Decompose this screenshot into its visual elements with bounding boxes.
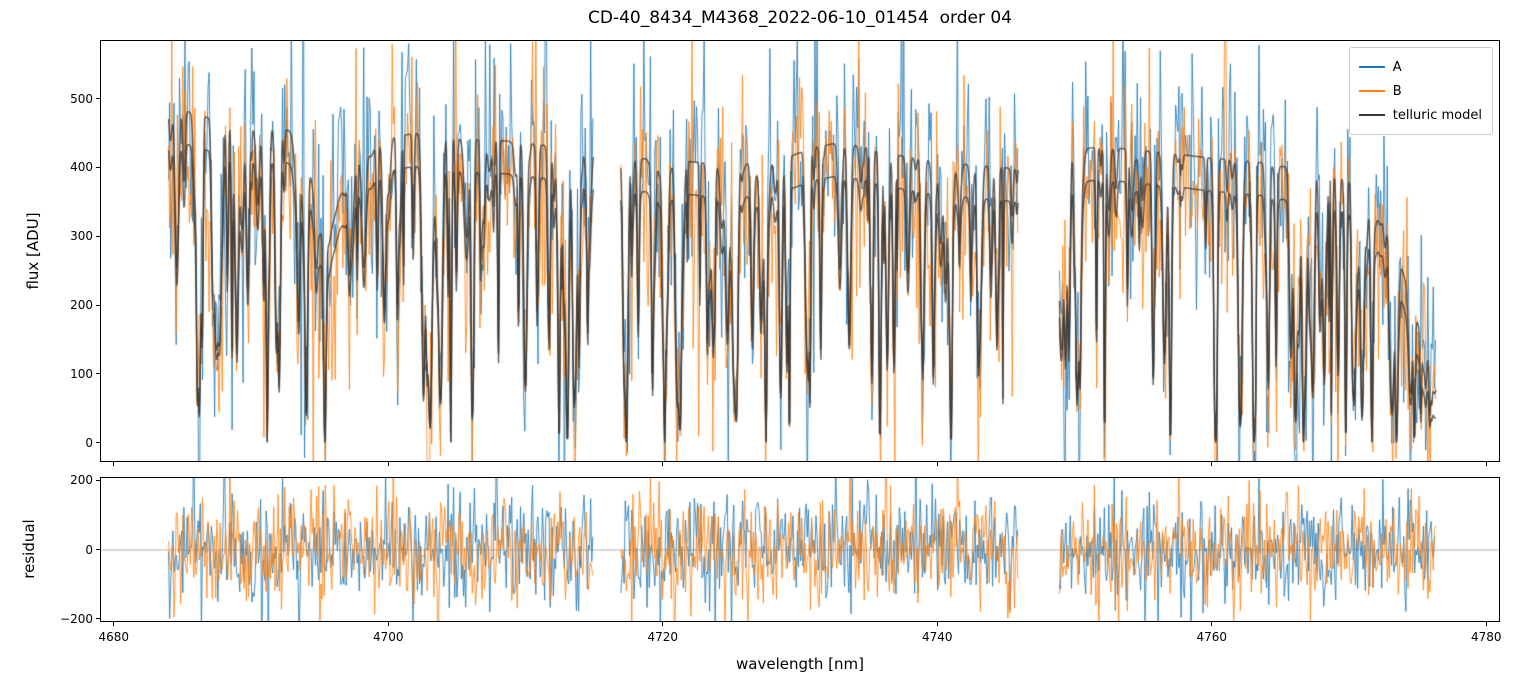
x-axis-label: wavelength [nm] bbox=[736, 655, 864, 673]
y-tick-label: 400 bbox=[70, 160, 93, 175]
series-a-line-sample bbox=[1358, 66, 1385, 68]
y-tick-mark bbox=[96, 618, 100, 620]
series-b-line-sample bbox=[1358, 90, 1385, 92]
legend-label-a: A bbox=[1392, 59, 1402, 75]
y-tick-label: 200 bbox=[70, 298, 93, 313]
x-tick-label: 4780 bbox=[1470, 630, 1502, 644]
x-tick-label: 4740 bbox=[921, 630, 953, 644]
x-tick-mark bbox=[387, 622, 389, 626]
y-tick-label: 200 bbox=[70, 473, 93, 488]
legend-item-b: B bbox=[1358, 79, 1482, 103]
y-tick-label: 0 bbox=[85, 435, 93, 450]
x-tick-label: 4760 bbox=[1196, 630, 1228, 644]
x-tick-mark bbox=[113, 622, 115, 626]
x-tick-mark bbox=[1485, 622, 1487, 626]
x-tick-label: 4700 bbox=[372, 630, 404, 644]
y-tick-mark bbox=[96, 98, 100, 99]
legend-label-telluric: telluric model bbox=[1392, 107, 1482, 123]
y-tick-mark bbox=[96, 235, 100, 237]
y-tick-label: −200 bbox=[60, 611, 93, 626]
legend-label-b: B bbox=[1392, 83, 1402, 99]
x-tick-mark bbox=[662, 462, 664, 466]
x-tick-mark bbox=[936, 622, 938, 626]
x-tick-mark bbox=[1211, 462, 1213, 466]
residual-panel bbox=[100, 477, 1500, 622]
x-tick-mark bbox=[387, 462, 389, 466]
x-tick-mark bbox=[662, 622, 664, 626]
y-tick-mark bbox=[96, 549, 100, 550]
residual-axis-label: residual bbox=[20, 519, 38, 579]
x-tick-label: 4680 bbox=[98, 630, 129, 644]
y-tick-mark bbox=[96, 304, 100, 306]
legend: A B telluric model bbox=[1348, 47, 1493, 135]
y-tick-mark bbox=[96, 442, 100, 444]
x-tick-mark bbox=[1211, 622, 1213, 626]
flux-plot-canvas bbox=[101, 41, 1499, 461]
y-tick-mark bbox=[96, 373, 100, 375]
residual-plot-canvas bbox=[101, 478, 1499, 621]
telluric-model-line-sample bbox=[1358, 114, 1385, 116]
x-tick-mark bbox=[113, 462, 115, 466]
x-tick-mark bbox=[1485, 462, 1487, 466]
y-tick-label: 100 bbox=[70, 366, 93, 381]
y-tick-mark bbox=[96, 166, 100, 168]
legend-item-a: A bbox=[1358, 55, 1482, 79]
chart-title: CD-40_8434_M4368_2022-06-10_01454 order … bbox=[588, 8, 1012, 28]
y-tick-mark bbox=[96, 479, 100, 481]
flux-panel bbox=[100, 40, 1500, 462]
y-tick-label: 500 bbox=[70, 91, 93, 106]
x-tick-mark bbox=[936, 462, 938, 466]
legend-item-telluric: telluric model bbox=[1358, 103, 1482, 127]
y-tick-label: 0 bbox=[85, 542, 93, 557]
flux-axis-label: flux [ADU] bbox=[24, 212, 42, 290]
x-tick-label: 4720 bbox=[647, 630, 679, 644]
y-tick-label: 300 bbox=[70, 229, 93, 244]
